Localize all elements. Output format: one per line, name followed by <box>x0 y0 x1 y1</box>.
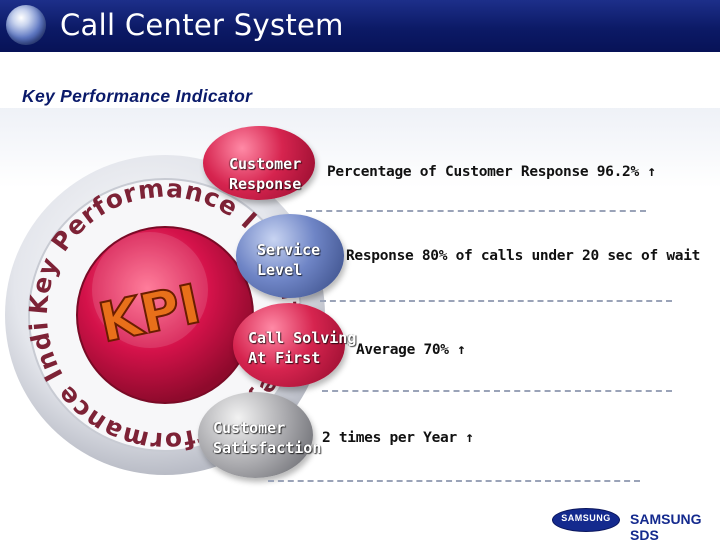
kpi-description-customer-satisfaction: 2 times per Year ↑ <box>322 430 474 446</box>
kpi-label-customer-response: Customer Response <box>229 154 301 194</box>
kpi-bubble-customer-response <box>203 126 315 200</box>
kpi-bubble-customer-satisfaction <box>198 392 313 478</box>
kpi-label-line1: Customer <box>213 419 286 437</box>
kpi-description-customer-response: Percentage of Customer Response 96.2% ↑ <box>327 164 656 180</box>
page-subtitle: Key Performance Indicator <box>22 86 253 106</box>
row-divider <box>320 300 672 302</box>
kpi-label-line1: Customer <box>229 155 302 173</box>
page-title: Call Center System <box>60 8 344 42</box>
samsung-logo-oval-text: SAMSUNG <box>561 513 611 523</box>
wheel-inner-highlight <box>92 232 208 348</box>
kpi-description-call-solving: Average 70% ↑ <box>356 342 466 358</box>
title-bar: Call Center System <box>0 0 720 52</box>
kpi-description-service-level: Response 80% of calls under 20 sec of wa… <box>346 248 701 264</box>
kpi-label-line2: Level <box>257 261 303 279</box>
kpi-bubble-call-solving <box>233 303 345 387</box>
row-divider <box>306 210 646 212</box>
row-divider <box>268 480 640 482</box>
kpi-label-service-level: Service Level <box>257 240 320 280</box>
kpi-label-line2: At First <box>248 349 321 367</box>
kpi-label-line1: Service <box>257 241 321 259</box>
samsung-logo-oval: SAMSUNG <box>552 508 620 532</box>
kpi-label-line1: Call Solving <box>248 329 357 347</box>
row-divider <box>322 390 672 392</box>
samsung-sds-logo-text: SAMSUNG SDS <box>630 511 702 543</box>
kpi-label-line2: Satisfaction <box>213 439 322 457</box>
kpi-label-line2: Response <box>229 175 302 193</box>
kpi-bubble-service-level <box>236 214 344 298</box>
title-orb-icon <box>6 5 46 45</box>
kpi-label-call-solving: Call Solving At First <box>248 328 356 368</box>
kpi-label-customer-satisfaction: Customer Satisfaction <box>213 418 321 458</box>
